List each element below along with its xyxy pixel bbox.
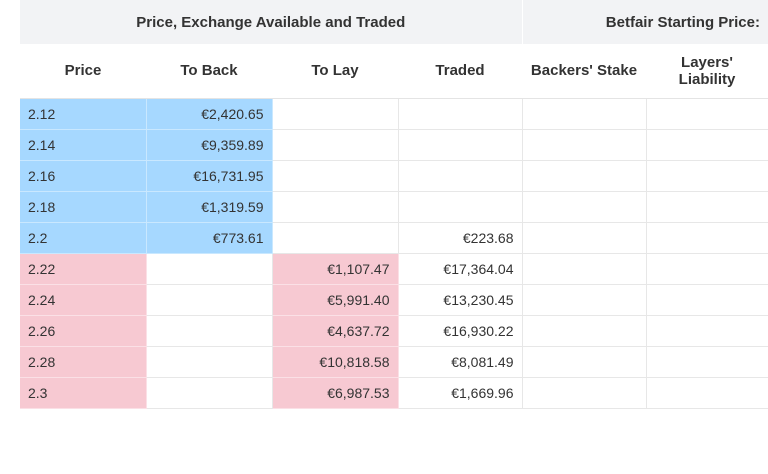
backers-stake-cell bbox=[522, 315, 647, 347]
backers-stake-cell bbox=[522, 98, 647, 130]
backers-stake-cell bbox=[522, 253, 647, 285]
exchange-group-header: Price, Exchange Available and Traded bbox=[20, 0, 523, 44]
layers-liability-cell bbox=[646, 377, 768, 409]
to-back-cell[interactable] bbox=[146, 377, 273, 409]
to-back-cell[interactable]: €9,359.89 bbox=[146, 129, 273, 161]
price-cell: 2.3 bbox=[20, 377, 147, 409]
traded-cell: €8,081.49 bbox=[398, 346, 523, 378]
traded-cell: €13,230.45 bbox=[398, 284, 523, 316]
to-lay-column-header[interactable]: To Lay bbox=[272, 44, 398, 99]
bsp-group-header: Betfair Starting Price: bbox=[522, 0, 768, 44]
layers-liability-cell bbox=[646, 191, 768, 223]
price-cell: 2.2 bbox=[20, 222, 147, 254]
price-cell: 2.22 bbox=[20, 253, 147, 285]
to-lay-cell[interactable]: €1,107.47 bbox=[272, 253, 399, 285]
traded-cell bbox=[398, 191, 523, 223]
layers-liability-cell bbox=[646, 284, 768, 316]
layers-liability-cell bbox=[646, 98, 768, 130]
traded-cell: €223.68 bbox=[398, 222, 523, 254]
to-back-cell[interactable]: €16,731.95 bbox=[146, 160, 273, 192]
backers-stake-column-header[interactable]: Backers' Stake bbox=[522, 44, 646, 99]
to-lay-cell[interactable]: €6,987.53 bbox=[272, 377, 399, 409]
layers-liability-cell bbox=[646, 129, 768, 161]
to-lay-cell[interactable]: €5,991.40 bbox=[272, 284, 399, 316]
to-back-cell[interactable]: €773.61 bbox=[146, 222, 273, 254]
layers-liability-cell bbox=[646, 160, 768, 192]
to-back-cell[interactable]: €2,420.65 bbox=[146, 98, 273, 130]
price-cell: 2.16 bbox=[20, 160, 147, 192]
to-lay-cell[interactable] bbox=[272, 191, 399, 223]
to-back-cell[interactable] bbox=[146, 284, 273, 316]
backers-stake-cell bbox=[522, 222, 647, 254]
column-header-row: Price To Back To Lay Traded Backers' Sta… bbox=[20, 44, 768, 99]
layers-liability-column-header[interactable]: Layers' Liability bbox=[646, 44, 768, 99]
traded-cell bbox=[398, 160, 523, 192]
traded-column-header[interactable]: Traded bbox=[398, 44, 522, 99]
table-row[interactable]: 2.24 €5,991.40 €13,230.45 bbox=[20, 284, 768, 316]
traded-cell: €16,930.22 bbox=[398, 315, 523, 347]
layers-liability-cell bbox=[646, 253, 768, 285]
table-row[interactable]: 2.12 €2,420.65 bbox=[20, 98, 768, 130]
to-back-column-header[interactable]: To Back bbox=[146, 44, 272, 99]
to-back-cell[interactable]: €1,319.59 bbox=[146, 191, 273, 223]
price-ladder-body: 2.12 €2,420.65 2.14 €9,359.89 2.16 €16,7… bbox=[20, 98, 768, 409]
layers-liability-cell bbox=[646, 222, 768, 254]
layers-liability-cell bbox=[646, 346, 768, 378]
backers-stake-cell bbox=[522, 191, 647, 223]
to-back-cell[interactable] bbox=[146, 346, 273, 378]
table-row[interactable]: 2.16 €16,731.95 bbox=[20, 160, 768, 192]
to-lay-cell[interactable] bbox=[272, 129, 399, 161]
backers-stake-cell bbox=[522, 284, 647, 316]
price-cell: 2.28 bbox=[20, 346, 147, 378]
table-row[interactable]: 2.2 €773.61 €223.68 bbox=[20, 222, 768, 254]
price-cell: 2.18 bbox=[20, 191, 147, 223]
table-row[interactable]: 2.3 €6,987.53 €1,669.96 bbox=[20, 377, 768, 409]
price-cell: 2.26 bbox=[20, 315, 147, 347]
price-cell: 2.12 bbox=[20, 98, 147, 130]
to-lay-cell[interactable] bbox=[272, 98, 399, 130]
to-lay-cell[interactable]: €4,637.72 bbox=[272, 315, 399, 347]
traded-cell bbox=[398, 98, 523, 130]
to-lay-cell[interactable] bbox=[272, 222, 399, 254]
to-lay-cell[interactable]: €10,818.58 bbox=[272, 346, 399, 378]
to-lay-cell[interactable] bbox=[272, 160, 399, 192]
price-cell: 2.14 bbox=[20, 129, 147, 161]
backers-stake-cell bbox=[522, 129, 647, 161]
backers-stake-cell bbox=[522, 160, 647, 192]
to-back-cell[interactable] bbox=[146, 315, 273, 347]
layers-liability-cell bbox=[646, 315, 768, 347]
traded-cell bbox=[398, 129, 523, 161]
group-header-row: Price, Exchange Available and Traded Bet… bbox=[20, 0, 768, 44]
table-row[interactable]: 2.22 €1,107.47 €17,364.04 bbox=[20, 253, 768, 285]
table-row[interactable]: 2.28 €10,818.58 €8,081.49 bbox=[20, 346, 768, 378]
layers-liability-line1: Layers' bbox=[681, 53, 733, 71]
traded-cell: €1,669.96 bbox=[398, 377, 523, 409]
table-row[interactable]: 2.26 €4,637.72 €16,930.22 bbox=[20, 315, 768, 347]
table-row[interactable]: 2.14 €9,359.89 bbox=[20, 129, 768, 161]
price-cell: 2.24 bbox=[20, 284, 147, 316]
table-row[interactable]: 2.18 €1,319.59 bbox=[20, 191, 768, 223]
layers-liability-line2: Liability bbox=[678, 70, 736, 88]
backers-stake-cell bbox=[522, 377, 647, 409]
backers-stake-cell bbox=[522, 346, 647, 378]
market-depth-table: Price, Exchange Available and Traded Bet… bbox=[20, 0, 768, 409]
to-back-cell[interactable] bbox=[146, 253, 273, 285]
price-column-header[interactable]: Price bbox=[20, 44, 146, 99]
traded-cell: €17,364.04 bbox=[398, 253, 523, 285]
